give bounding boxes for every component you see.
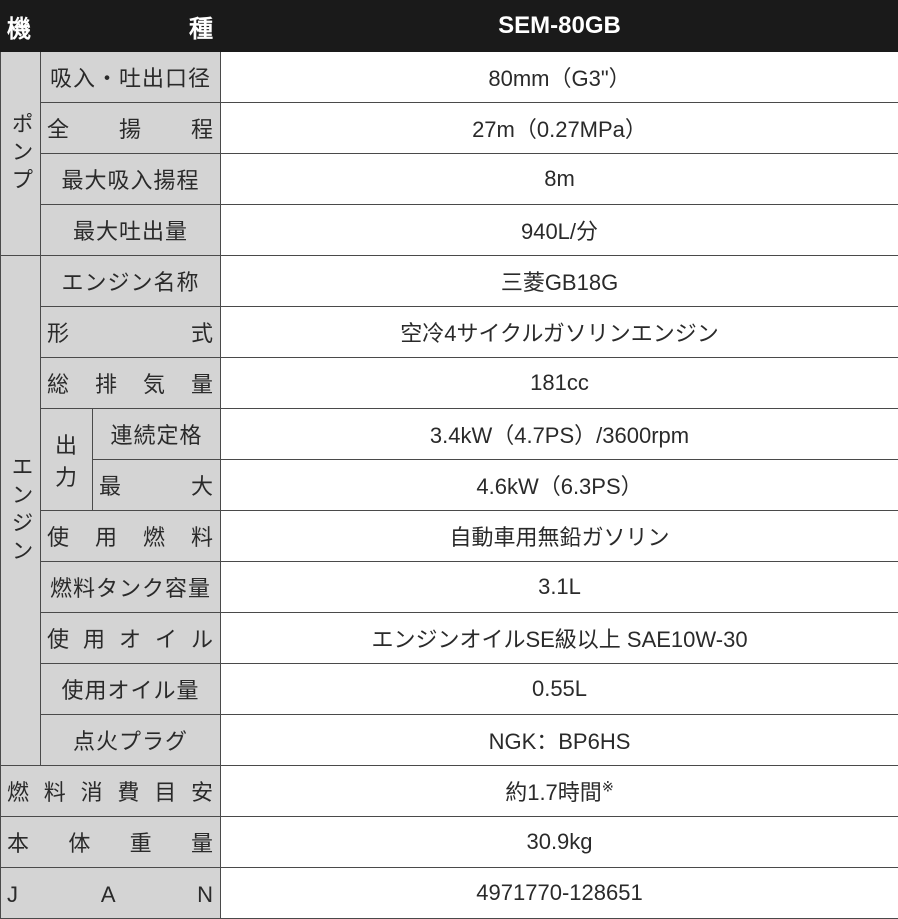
table-row: 出力 連続定格 3.4kW（4.7PS）/3600rpm — [1, 409, 898, 460]
row-label: 本 体 重 量 — [1, 817, 221, 868]
row-label: エンジン名称 — [41, 256, 221, 307]
row-label: 点火プラグ — [41, 715, 221, 766]
table-row: 燃料消費目安 約1.7時間※ — [1, 766, 898, 817]
row-value: NGK：BP6HS — [221, 715, 898, 766]
row-label: 吸入・吐出口径 — [41, 52, 221, 103]
row-value: 3.4kW（4.7PS）/3600rpm — [221, 409, 898, 460]
row-value: 約1.7時間※ — [221, 766, 898, 817]
table-row: 全 揚 程 27m（0.27MPa） — [1, 103, 898, 154]
table-row: 形 式 空冷4サイクルガソリンエンジン — [1, 307, 898, 358]
row-value: 4971770-128651 — [221, 868, 898, 919]
table-row: 点火プラグ NGK：BP6HS — [1, 715, 898, 766]
row-label: J A N — [1, 868, 221, 919]
row-label: 最 大 — [93, 460, 221, 511]
row-label: 燃料タンク容量 — [41, 562, 221, 613]
row-value: 空冷4サイクルガソリンエンジン — [221, 307, 898, 358]
row-value: 8m — [221, 154, 898, 205]
spec-table: 機 種 SEM-80GB ポンプ 吸入・吐出口径 80mm（G3"） 全 揚 程… — [0, 0, 898, 919]
group-label-engine: エンジン — [1, 256, 41, 766]
row-label: 連続定格 — [93, 409, 221, 460]
table-row: J A N 4971770-128651 — [1, 868, 898, 919]
group-label-pump: ポンプ — [1, 52, 41, 256]
table-row: エンジン エンジン名称 三菱GB18G — [1, 256, 898, 307]
row-label: 最大吐出量 — [41, 205, 221, 256]
row-value: 80mm（G3"） — [221, 52, 898, 103]
row-value: 自動車用無鉛ガソリン — [221, 511, 898, 562]
table-row: 総 排 気 量 181cc — [1, 358, 898, 409]
header-row: 機 種 SEM-80GB — [1, 1, 898, 52]
row-label: 使 用 燃 料 — [41, 511, 221, 562]
table-row: ポンプ 吸入・吐出口径 80mm（G3"） — [1, 52, 898, 103]
row-label: 形 式 — [41, 307, 221, 358]
row-value: 0.55L — [221, 664, 898, 715]
table-row: 使 用 燃 料 自動車用無鉛ガソリン — [1, 511, 898, 562]
row-value: 940L/分 — [221, 205, 898, 256]
header-model-label: 機 種 — [1, 1, 221, 52]
row-label: 全 揚 程 — [41, 103, 221, 154]
row-label: 最大吸入揚程 — [41, 154, 221, 205]
row-value: 27m（0.27MPa） — [221, 103, 898, 154]
table-row: 燃料タンク容量 3.1L — [1, 562, 898, 613]
note-mark: ※ — [602, 780, 614, 796]
row-value: エンジンオイルSE級以上 SAE10W-30 — [221, 613, 898, 664]
row-label: 燃料消費目安 — [1, 766, 221, 817]
row-value: 181cc — [221, 358, 898, 409]
row-value: 4.6kW（6.3PS） — [221, 460, 898, 511]
header-model-value: SEM-80GB — [221, 1, 898, 52]
row-label: 使用オイル — [41, 613, 221, 664]
table-row: 本 体 重 量 30.9kg — [1, 817, 898, 868]
row-label-output: 出力 — [41, 409, 93, 511]
row-value: 30.9kg — [221, 817, 898, 868]
table-row: 最大吐出量 940L/分 — [1, 205, 898, 256]
table-row: 最 大 4.6kW（6.3PS） — [1, 460, 898, 511]
row-value: 3.1L — [221, 562, 898, 613]
row-value: 三菱GB18G — [221, 256, 898, 307]
row-label: 総 排 気 量 — [41, 358, 221, 409]
table-row: 使用オイル量 0.55L — [1, 664, 898, 715]
row-label: 使用オイル量 — [41, 664, 221, 715]
table-row: 最大吸入揚程 8m — [1, 154, 898, 205]
table-row: 使用オイル エンジンオイルSE級以上 SAE10W-30 — [1, 613, 898, 664]
